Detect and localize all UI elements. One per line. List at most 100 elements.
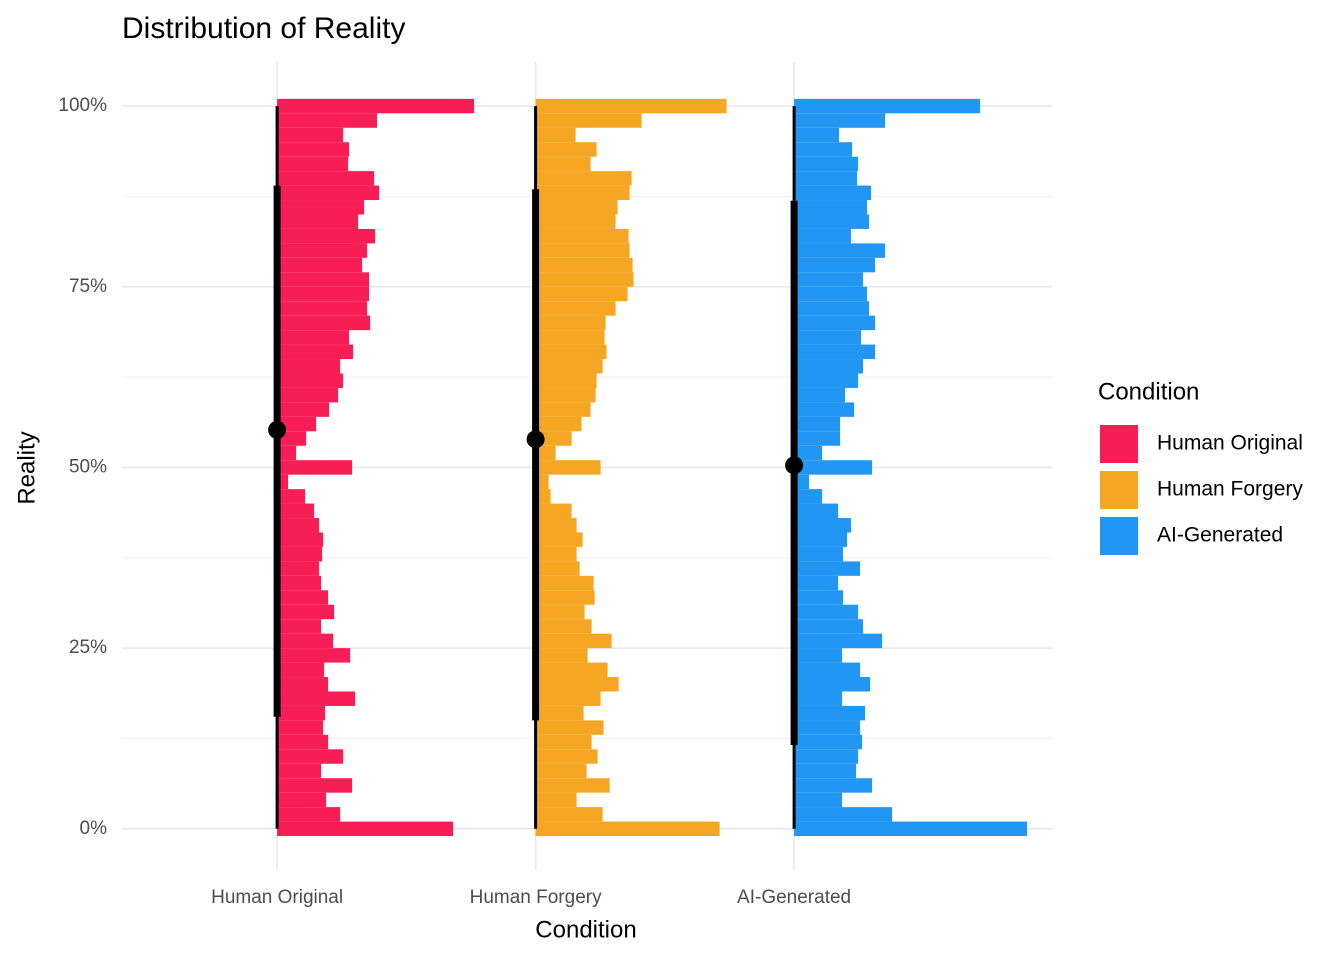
y-tick-label: 0% <box>80 818 108 839</box>
hist-bar <box>794 113 886 128</box>
hist-bar <box>277 474 289 490</box>
hist-bar <box>535 243 630 258</box>
hist-bar <box>277 330 350 345</box>
hist-bar <box>794 431 841 446</box>
hist-bar <box>535 214 616 229</box>
hist-bar <box>794 575 839 591</box>
hist-bar <box>277 228 376 244</box>
hist-bar <box>794 257 876 273</box>
legend-key <box>1100 517 1138 555</box>
hist-bar <box>277 518 320 533</box>
hist-bar <box>277 749 344 764</box>
hist-bar <box>535 257 633 273</box>
hist-bar <box>535 127 576 143</box>
hist-bar <box>535 546 577 562</box>
hist-bar <box>277 315 371 331</box>
hist-bar <box>535 301 616 316</box>
hist-bar <box>794 518 852 533</box>
hist-bar <box>794 691 843 706</box>
hist-bar <box>277 734 329 750</box>
hist-bar <box>277 489 306 504</box>
hist-bar <box>535 272 634 287</box>
hist-bar <box>277 301 368 316</box>
y-tick-label: 75% <box>69 276 107 297</box>
hist-bar <box>794 98 981 114</box>
legend-key <box>1100 425 1138 463</box>
hist-bar <box>535 142 597 157</box>
hist-bar <box>794 171 858 186</box>
y-tick-label: 100% <box>58 95 107 116</box>
hist-bar <box>794 127 840 143</box>
hist-bar <box>535 315 606 331</box>
hist-bar <box>794 778 873 793</box>
hist-bar <box>535 662 608 678</box>
x-tick-label: Human Forgery <box>470 887 602 908</box>
hist-bar <box>535 156 591 172</box>
hist-bar <box>794 387 846 403</box>
hist-bar <box>535 633 612 649</box>
hist-bar <box>794 402 855 417</box>
hist-bar <box>794 214 870 229</box>
hist-bar <box>277 387 339 403</box>
hist-bar <box>277 113 378 128</box>
hist-bar <box>794 200 868 215</box>
hist-bar <box>535 807 603 822</box>
hist-bar <box>277 445 297 461</box>
hist-bar <box>794 821 1028 837</box>
hist-bar <box>277 807 341 822</box>
hist-bar <box>277 633 334 649</box>
hist-bar <box>794 705 866 721</box>
hist-bar <box>794 561 861 576</box>
hist-bar <box>277 272 370 287</box>
hist-bar <box>277 171 375 186</box>
hist-bar <box>277 200 365 215</box>
hist-bar <box>535 575 594 591</box>
hist-bar <box>277 575 322 591</box>
legend-title: Condition <box>1098 378 1199 405</box>
hist-bar <box>277 792 327 808</box>
hist-bar <box>535 330 605 345</box>
hist-bar <box>794 460 873 475</box>
x-tick-label: AI-Generated <box>737 887 851 908</box>
hist-bar <box>794 142 853 157</box>
hist-bar <box>535 286 628 302</box>
hist-bar <box>277 546 323 562</box>
hist-bar <box>535 734 592 750</box>
legend-label: Human Forgery <box>1157 478 1303 501</box>
hist-bar <box>277 286 370 302</box>
hist-bar <box>794 243 886 258</box>
hist-bar <box>794 156 859 172</box>
hist-bar <box>794 286 868 302</box>
hist-bar <box>277 243 368 258</box>
hist-bar <box>535 98 727 114</box>
hist-bar <box>277 619 322 634</box>
hist-bar <box>277 763 322 779</box>
hist-bar <box>277 778 353 793</box>
hist-bar <box>794 633 883 649</box>
hist-bar <box>277 532 324 547</box>
hist-bar <box>535 778 610 793</box>
hist-bar <box>277 821 454 837</box>
hist-bar <box>535 604 585 620</box>
hist-bar <box>794 330 862 345</box>
hist-bar <box>794 662 861 678</box>
hist-bar <box>277 720 324 735</box>
hist-bar <box>794 416 841 432</box>
hist-bar <box>535 359 603 374</box>
hist-bar <box>794 228 852 244</box>
hist-bar <box>535 763 587 779</box>
hist-bar <box>535 200 618 215</box>
hist-bar <box>794 301 870 316</box>
hist-bar <box>535 431 572 446</box>
hist-bar <box>277 604 335 620</box>
hist-bar <box>794 720 861 735</box>
hist-bar <box>535 228 629 244</box>
hist-bar <box>794 489 823 504</box>
hist-bar <box>277 416 317 432</box>
hist-bar <box>794 185 872 201</box>
point-estimate <box>268 420 287 439</box>
hist-bar <box>277 402 330 417</box>
hist-bar <box>535 460 601 475</box>
hist-bar <box>794 344 876 360</box>
y-tick-label: 50% <box>69 456 107 477</box>
